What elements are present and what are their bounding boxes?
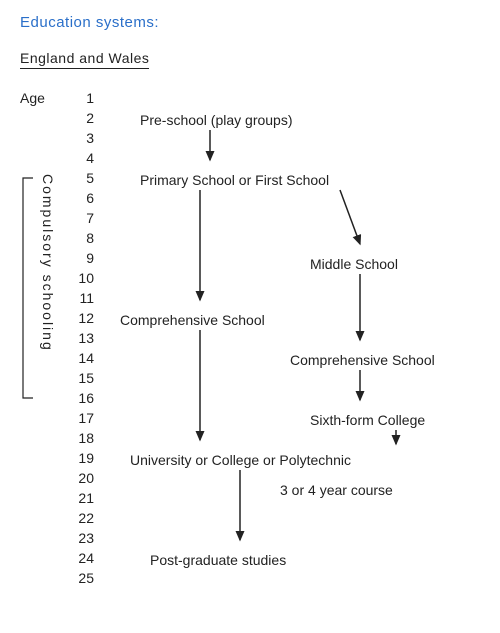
age-number: 9	[74, 250, 94, 266]
age-number: 17	[74, 410, 94, 426]
age-number: 2	[74, 110, 94, 126]
age-number: 16	[74, 390, 94, 406]
stage-comp-left: Comprehensive School	[120, 312, 265, 328]
arrow-primary-to-middle	[340, 190, 360, 244]
stage-uni: University or College or Polytechnic	[130, 452, 351, 468]
age-number: 11	[74, 290, 94, 306]
age-number: 13	[74, 330, 94, 346]
stage-postgrad: Post-graduate studies	[150, 552, 286, 568]
age-number: 25	[74, 570, 94, 586]
age-number: 15	[74, 370, 94, 386]
age-number: 18	[74, 430, 94, 446]
age-number: 7	[74, 210, 94, 226]
age-number: 24	[74, 550, 94, 566]
age-number: 1	[74, 90, 94, 106]
age-number: 12	[74, 310, 94, 326]
stage-comp-right: Comprehensive School	[290, 352, 435, 368]
page-title: Education systems:	[20, 14, 159, 31]
age-number: 10	[74, 270, 94, 286]
compulsory-bracket	[23, 178, 33, 398]
age-number: 21	[74, 490, 94, 506]
age-number: 5	[74, 170, 94, 186]
age-number: 20	[74, 470, 94, 486]
compulsory-schooling-label: Compulsory schooling	[40, 174, 56, 404]
age-number: 4	[74, 150, 94, 166]
age-number: 19	[74, 450, 94, 466]
age-number: 14	[74, 350, 94, 366]
stage-sixth: Sixth-form College	[310, 412, 425, 428]
age-number: 22	[74, 510, 94, 526]
age-number: 6	[74, 190, 94, 206]
stage-primary: Primary School or First School	[140, 172, 329, 188]
page-subtitle: England and Wales	[20, 50, 149, 69]
age-number: 8	[74, 230, 94, 246]
age-number: 23	[74, 530, 94, 546]
age-label: Age	[20, 90, 45, 106]
age-number: 3	[74, 130, 94, 146]
stage-preschool: Pre-school (play groups)	[140, 112, 293, 128]
stage-middle: Middle School	[310, 256, 398, 272]
course-duration-note: 3 or 4 year course	[280, 482, 393, 498]
